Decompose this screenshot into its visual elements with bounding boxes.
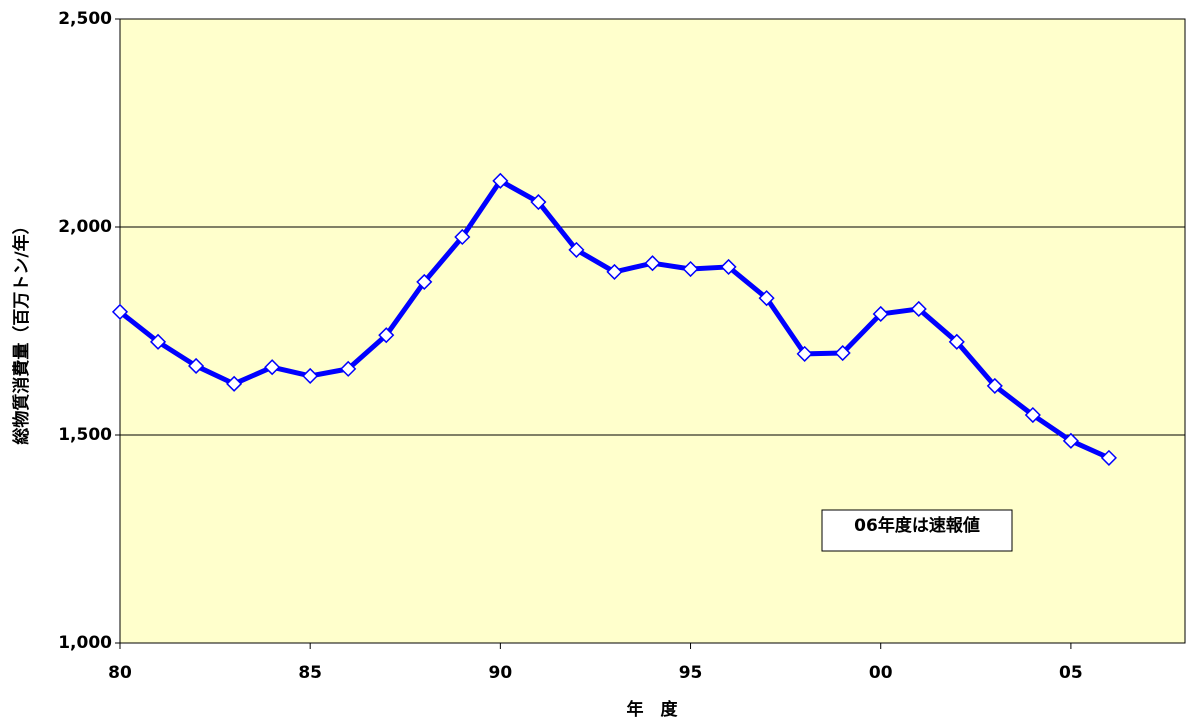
marker <box>720 258 737 275</box>
marker <box>226 375 243 392</box>
marker <box>1062 432 1079 449</box>
marker <box>948 333 965 350</box>
grid <box>120 18 1185 644</box>
marker <box>986 377 1003 394</box>
y-tick-label: 2,500 <box>58 9 112 29</box>
x-tick-label: 80 <box>108 663 132 683</box>
marker <box>1024 406 1041 424</box>
marker <box>834 344 851 362</box>
marker <box>758 290 775 307</box>
x-axis-label: 年 度 <box>627 699 679 720</box>
x-tick-label: 90 <box>489 663 513 683</box>
marker <box>872 305 889 323</box>
marker <box>682 260 699 278</box>
marker <box>149 333 167 350</box>
x-tick-label: 05 <box>1059 663 1083 683</box>
x-tick-label: 85 <box>298 663 322 683</box>
y-tick-label: 1,000 <box>58 633 112 653</box>
marker <box>416 273 433 290</box>
marker <box>530 193 547 211</box>
plot-area <box>119 18 1186 644</box>
y-axis-label: 総物質消費量（百万トン/年） <box>11 217 32 444</box>
marker <box>111 303 129 320</box>
marker <box>454 228 471 246</box>
x-tick-label: 00 <box>869 663 893 683</box>
marker <box>568 241 585 258</box>
marker <box>492 172 509 189</box>
annotation: 06年度は速報値 <box>854 515 980 536</box>
marker <box>644 255 661 272</box>
marker <box>910 300 927 318</box>
y-tick-label: 2,000 <box>58 217 112 237</box>
annotation-box <box>821 509 1013 552</box>
marker <box>264 359 281 376</box>
marker <box>796 345 813 362</box>
marker <box>302 367 319 384</box>
y-tick-label: 1,500 <box>58 425 112 445</box>
marker <box>378 327 395 344</box>
marker <box>606 263 623 280</box>
marker <box>188 357 205 375</box>
x-tick-label: 95 <box>679 663 703 683</box>
marker <box>340 360 357 377</box>
marker <box>1100 449 1117 466</box>
